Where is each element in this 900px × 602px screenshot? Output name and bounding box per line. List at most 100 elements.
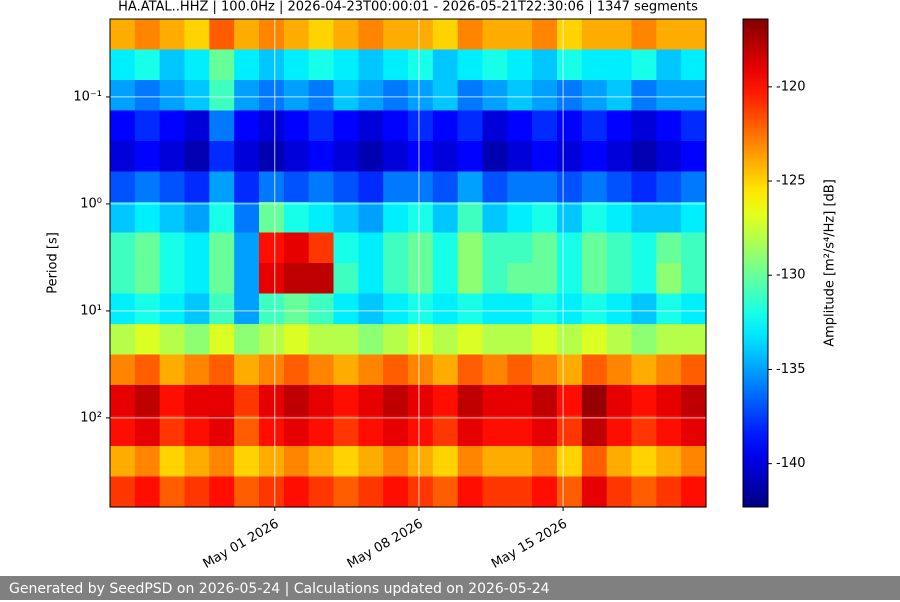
cell	[184, 385, 210, 417]
cell	[532, 324, 558, 356]
cell	[333, 263, 359, 295]
cell	[308, 19, 335, 51]
cell	[184, 324, 210, 356]
cell	[134, 171, 161, 203]
cell	[606, 80, 633, 112]
cell	[656, 263, 682, 295]
cell	[110, 141, 136, 173]
cell	[134, 19, 161, 51]
cell	[408, 171, 434, 203]
cell	[283, 232, 310, 264]
cell	[234, 171, 260, 203]
cell	[482, 354, 508, 386]
cell	[681, 141, 707, 173]
cell	[557, 263, 583, 295]
cell	[134, 80, 161, 112]
cell	[581, 354, 608, 386]
colorbar-tick-label: -120	[776, 79, 806, 94]
cell	[308, 354, 335, 386]
cell	[606, 232, 633, 264]
cell	[606, 415, 633, 447]
cell	[557, 354, 583, 386]
cell	[557, 141, 583, 173]
cell	[134, 232, 161, 264]
cell	[507, 110, 533, 142]
cell	[432, 446, 459, 478]
cell	[283, 19, 310, 51]
cell	[283, 80, 310, 112]
cell	[532, 141, 558, 173]
cell	[308, 232, 335, 264]
cell	[283, 385, 310, 417]
chart: HA.ATAL..HHZ | 100.0Hz | 2026-04-23T00:0…	[46, 0, 838, 572]
cell	[110, 415, 136, 447]
cell	[482, 324, 508, 356]
cell	[557, 202, 583, 234]
cell	[482, 385, 508, 417]
cell	[110, 385, 136, 417]
cell	[532, 19, 558, 51]
cell	[308, 202, 335, 234]
cell	[432, 141, 459, 173]
cell	[507, 171, 533, 203]
cell	[259, 354, 285, 386]
cell	[557, 110, 583, 142]
cell	[383, 293, 409, 325]
cell	[358, 110, 384, 142]
cell	[408, 110, 434, 142]
cell	[432, 385, 459, 417]
cell	[308, 80, 335, 112]
cell	[134, 141, 161, 173]
cell	[581, 19, 608, 51]
cell	[358, 49, 384, 81]
cell	[358, 324, 384, 356]
cell	[681, 49, 707, 81]
colorbar-tick-label: -130	[776, 268, 806, 283]
cell	[408, 232, 434, 264]
cell	[283, 415, 310, 447]
cell	[283, 354, 310, 386]
cell	[581, 385, 608, 417]
cell	[283, 49, 310, 81]
cell	[234, 415, 260, 447]
cell	[209, 385, 235, 417]
cell	[631, 385, 657, 417]
cell	[631, 80, 657, 112]
cell	[457, 232, 484, 264]
cell	[581, 415, 608, 447]
cell	[681, 354, 707, 386]
cell	[184, 141, 210, 173]
cell	[408, 446, 434, 478]
cell	[532, 263, 558, 295]
cell	[184, 293, 210, 325]
cell	[259, 476, 285, 508]
cell	[656, 171, 682, 203]
cell	[457, 263, 484, 295]
cell	[581, 141, 608, 173]
cell	[507, 415, 533, 447]
cell	[681, 293, 707, 325]
cell	[507, 446, 533, 478]
cell	[110, 171, 136, 203]
y-tick-label: 10¹	[80, 303, 102, 318]
cell	[308, 141, 335, 173]
cell	[184, 232, 210, 264]
cell	[259, 415, 285, 447]
cell	[681, 202, 707, 234]
cell	[432, 110, 459, 142]
colorbar-label: Amplitude [m²/s⁴/Hz] [dB]	[823, 179, 838, 347]
y-tick-label: 10⁰	[80, 196, 102, 211]
cell	[606, 476, 633, 508]
cell	[507, 385, 533, 417]
cell	[656, 476, 682, 508]
cell	[134, 202, 161, 234]
cell	[383, 476, 409, 508]
cell	[606, 49, 633, 81]
cell	[159, 446, 186, 478]
cell	[159, 19, 186, 51]
cell	[681, 171, 707, 203]
cell	[358, 385, 384, 417]
cell	[532, 293, 558, 325]
cell	[408, 49, 434, 81]
cell	[259, 385, 285, 417]
